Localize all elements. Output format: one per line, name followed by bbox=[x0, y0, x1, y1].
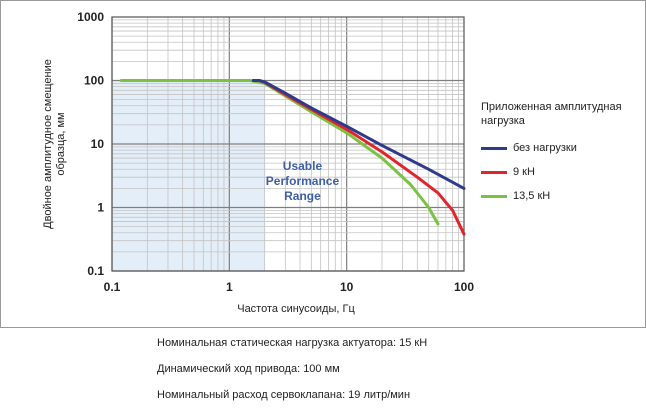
x-axis-label: Частота синусоиды, Гц bbox=[237, 303, 355, 315]
legend-item-9kn: 9 кН bbox=[481, 164, 641, 180]
series-line-2 bbox=[119, 79, 440, 226]
y-tick-label: 0.1 bbox=[87, 264, 104, 278]
y-tick-label: 100 bbox=[84, 74, 104, 88]
x-tick-label: 100 bbox=[454, 280, 474, 294]
legend-swatch bbox=[481, 146, 507, 150]
y-axis-label: Двойное амплитудное смещениеобразца, мм bbox=[42, 59, 67, 229]
x-tick-label: 0.1 bbox=[104, 280, 121, 294]
spec-actuator-load: Номинальная статическая нагрузка актуато… bbox=[157, 337, 428, 349]
legend-title: Приложенная амплитудная нагрузка bbox=[481, 101, 622, 127]
series-line-0 bbox=[251, 79, 466, 190]
legend-label: без нагрузки bbox=[513, 142, 577, 154]
legend-item-13-5kn: 13,5 кН bbox=[481, 188, 641, 204]
spec-stroke: Динамический ход привода: 100 мм bbox=[157, 363, 340, 375]
plot-border bbox=[111, 16, 465, 272]
legend-swatch bbox=[481, 194, 507, 198]
y-tick-label: 10 bbox=[91, 137, 105, 151]
spec-flow: Номинальный расход сервоклапана: 19 литр… bbox=[157, 389, 411, 401]
legend-label: 13,5 кН bbox=[513, 190, 551, 202]
performance-chart: 0.1 1 10 100 0.1 1 10 100 1000 Частота синусоиды,… bbox=[42, 10, 474, 315]
x-tick-label: 1 bbox=[226, 280, 233, 294]
legend-swatch bbox=[481, 170, 507, 174]
x-tick-label: 10 bbox=[340, 280, 354, 294]
y-tick-label: 1 bbox=[97, 201, 104, 215]
legend-label: 9 кН bbox=[513, 166, 535, 178]
usable-region-shade bbox=[112, 80, 265, 271]
legend-item-no-load: без нагрузки bbox=[481, 140, 641, 156]
usable-performance-range-label: Usable Performance Range bbox=[266, 159, 340, 203]
y-tick-label: 1000 bbox=[77, 10, 104, 24]
chart-frame: 0.1 1 10 100 0.1 1 10 100 1000 Частота синусоиды,… bbox=[0, 0, 646, 328]
legend: Приложенная амплитудная нагрузка без наг… bbox=[481, 100, 641, 212]
specs-block: Номинальная статическая нагрузка актуато… bbox=[157, 337, 427, 415]
